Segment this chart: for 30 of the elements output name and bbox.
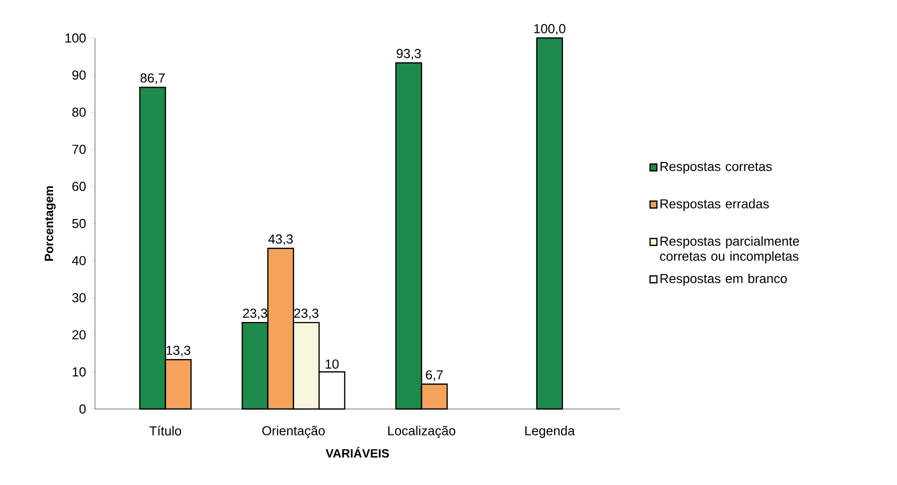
y-tick-label: 30 bbox=[72, 293, 86, 302]
data-label: 6,7 bbox=[426, 370, 443, 381]
y-tick-label: 70 bbox=[72, 144, 86, 154]
legend-label: Respostas corretas bbox=[660, 162, 772, 174]
y-tick-label: 100 bbox=[65, 33, 86, 43]
y-axis-title: Porcentagem bbox=[44, 186, 56, 261]
data-label: 93,3 bbox=[396, 48, 421, 60]
y-tick-label: 60 bbox=[72, 182, 86, 191]
y-tick-label: 20 bbox=[72, 330, 86, 340]
y-tick-label: 80 bbox=[72, 108, 86, 117]
y-tick-label: 10 bbox=[72, 367, 86, 376]
data-label: 100,0 bbox=[534, 24, 566, 35]
x-tick-label: Título bbox=[149, 426, 182, 436]
y-tick-label: 40 bbox=[72, 256, 86, 266]
data-label: 43,3 bbox=[268, 234, 293, 246]
legend-label: Respostas em branco bbox=[660, 274, 787, 286]
y-tick-label: 90 bbox=[72, 70, 86, 80]
data-label: 23,3 bbox=[243, 308, 268, 320]
data-label: 86,7 bbox=[140, 73, 165, 84]
legend-label: Respostas parcialmente corretas ou incompletas bbox=[660, 236, 800, 264]
data-label: 23,3 bbox=[294, 308, 318, 320]
x-tick-label: Orientação bbox=[262, 426, 325, 438]
x-tick-label: Legenda bbox=[525, 426, 575, 438]
x-axis-title: VARIÁVEIS bbox=[326, 446, 389, 458]
data-label: 10 bbox=[326, 359, 339, 369]
data-label: 13,3 bbox=[166, 346, 190, 356]
y-tick-label: 50 bbox=[72, 218, 86, 228]
y-tick-label: 0 bbox=[79, 404, 86, 414]
x-tick-label: Localização bbox=[388, 426, 456, 438]
legend-label: Respostas erradas bbox=[660, 198, 769, 212]
